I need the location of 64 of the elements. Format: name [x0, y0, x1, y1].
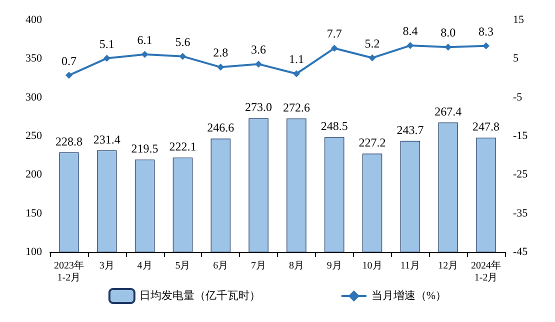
x-tick-label: 2024年 1-2月 — [471, 260, 502, 284]
point — [65, 72, 72, 79]
y2-tick-label: 5 — [513, 52, 519, 65]
data-label: 219.5 — [131, 142, 158, 156]
point — [292, 70, 300, 78]
y2-tick-label: 15 — [513, 14, 524, 26]
data-label: 227.2 — [358, 136, 386, 150]
x-tick-label: 4月 — [137, 260, 152, 272]
x-tick-label: 7月 — [251, 260, 266, 272]
data-label: 8.3 — [478, 24, 494, 38]
data-label: 1.1 — [288, 52, 304, 66]
data-label: 6.1 — [137, 32, 152, 47]
x-tick-label: 8月 — [288, 260, 304, 272]
x-tick-label: 12月 — [438, 260, 458, 272]
data-label: 243.7 — [396, 122, 424, 137]
y-tick-label: 200 — [26, 168, 42, 181]
data-label: 267.4 — [434, 104, 462, 119]
y-tick-label: 150 — [26, 207, 42, 220]
point — [103, 54, 110, 62]
data-label: 5.2 — [364, 36, 380, 50]
data-label: 3.6 — [251, 42, 266, 57]
y-tick-label: 300 — [26, 91, 42, 104]
x-tick-label: 2023年 1-2月 — [54, 260, 84, 284]
data-label: 273.0 — [245, 100, 272, 114]
point — [217, 64, 224, 71]
data-label: 7.7 — [326, 26, 342, 41]
data-label: 8.4 — [402, 24, 418, 38]
legend-label: 日均发电量（亿千瓦时） — [139, 289, 260, 302]
data-label: 272.6 — [282, 100, 310, 115]
y2-tick-label: -45 — [513, 246, 528, 258]
point — [368, 54, 376, 62]
data-label: 222.1 — [169, 140, 196, 154]
y2-tick-label: -35 — [513, 207, 528, 220]
point — [179, 52, 186, 60]
x-tick-label: 11月 — [400, 260, 420, 272]
data-label: 5.1 — [99, 36, 114, 51]
point — [330, 44, 338, 52]
data-label: 248.5 — [320, 119, 348, 134]
y-tick-label: 250 — [26, 130, 42, 142]
data-label: 8.0 — [440, 26, 456, 40]
y2-tick-label: -25 — [513, 168, 528, 181]
point — [444, 44, 452, 51]
point — [141, 50, 148, 58]
data-label: 247.8 — [472, 120, 500, 134]
point — [406, 42, 414, 50]
x-tick-label: 3月 — [99, 260, 114, 272]
y-tick-label: 350 — [26, 52, 42, 65]
data-label: 2.8 — [213, 46, 228, 60]
data-label: 246.6 — [207, 120, 234, 135]
x-tick-label: 6月 — [213, 260, 228, 272]
data-label: 0.7 — [61, 54, 76, 68]
data-label: 5.6 — [175, 34, 190, 49]
y-tick-label: 100 — [26, 246, 42, 258]
y-tick-label: 400 — [26, 14, 42, 26]
y2-tick-label: -15 — [513, 130, 528, 142]
x-tick-label: 9月 — [326, 260, 342, 272]
y2-tick-label: -5 — [513, 91, 523, 104]
x-tick-label: 10月 — [362, 260, 382, 272]
point — [255, 60, 262, 68]
data-label: 231.4 — [93, 132, 120, 146]
point — [482, 42, 490, 50]
x-tick-label: 5月 — [175, 260, 190, 272]
legend-label: 当月增速（%） — [371, 289, 447, 302]
data-label: 228.8 — [55, 134, 82, 148]
